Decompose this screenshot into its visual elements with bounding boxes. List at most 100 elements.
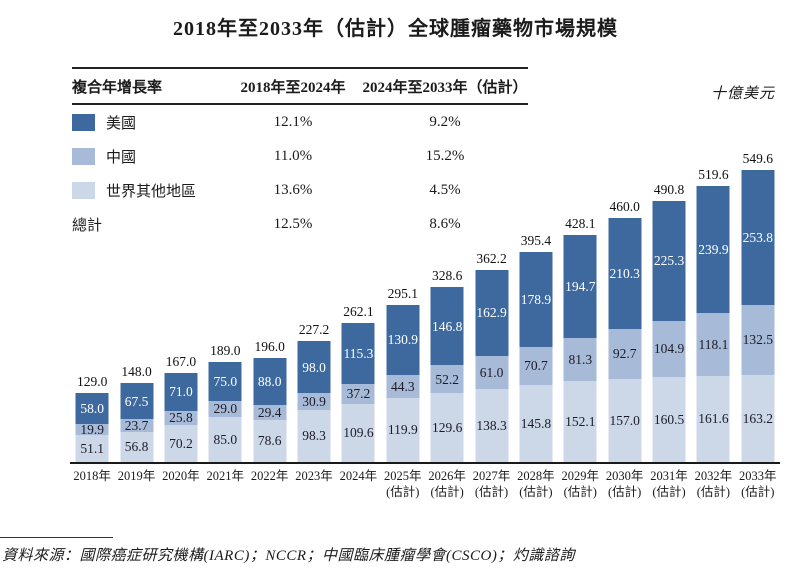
bar-segment-china: 23.7	[120, 419, 154, 432]
bar-column-2026年: 328.6 146.8 52.2 129.6	[425, 150, 469, 462]
x-axis-labels: 2018年 2019年 2020年 2021年 2022年 2023年 2024年 2025年…	[70, 469, 780, 500]
stacked-bar: 428.1 194.7 81.3 152.1	[563, 216, 597, 462]
bar-column-2022年: 196.0 88.0 29.4 78.6	[248, 150, 292, 462]
x-axis-tick-label: 2029年 (估計)	[561, 469, 600, 499]
x-axis-tick-label: 2032年 (估計)	[694, 469, 733, 499]
total-value-label: 549.6	[742, 151, 773, 166]
bar-segment-row: 138.3	[475, 388, 509, 462]
bar-segment-row: 51.1	[75, 434, 109, 462]
bar-segment-us: 225.3	[652, 201, 686, 321]
stacked-bar: 460.0 210.3 92.7 157.0	[608, 199, 642, 462]
bar-column-2031年: 490.8 225.3 104.9 160.5	[647, 150, 691, 462]
cagr-value-2024-2033: 9.2%	[429, 113, 461, 130]
total-value-label: 362.2	[476, 250, 507, 266]
bar-segment-row: 70.2	[164, 424, 198, 462]
legend-entry: 美國	[72, 112, 224, 133]
bar-segment-row: 109.6	[341, 403, 375, 462]
x-axis-tick-label: 2019年	[117, 469, 156, 483]
bar-column-2018年: 129.0 58.0 19.9 51.1	[70, 150, 114, 462]
bar-segment-us: 194.7	[563, 234, 597, 338]
cagr-value-2024-2033: 15.2%	[425, 147, 465, 164]
bar-segment-china: 61.0	[475, 356, 509, 389]
bar-column-2025年: 295.1 130.9 44.3 119.9	[381, 150, 425, 462]
bar-column-2021年: 189.0 75.0 29.0 85.0	[203, 150, 247, 462]
bar-segment-row: 78.6	[253, 420, 287, 462]
bar-segment-us: 130.9	[386, 305, 420, 375]
bar-column-2028年: 395.4 178.9 70.7 145.8	[514, 150, 558, 462]
total-value-label: 167.0	[165, 354, 197, 370]
stacked-bar: 167.0 71.0 25.8 70.2	[164, 354, 198, 462]
bar-segment-china: 81.3	[563, 338, 597, 382]
bar-segment-us: 210.3	[608, 217, 642, 330]
x-axis-tick-label: 2025年 (估計)	[384, 469, 422, 499]
legend-label: 世界其他地區	[106, 183, 197, 200]
bar-segment-row: 129.6	[430, 393, 464, 462]
bar-segment-row: 152.1	[563, 381, 597, 462]
total-value-label: 428.1	[565, 215, 596, 231]
stacked-bar: 189.0 75.0 29.0 85.0	[208, 343, 242, 462]
stacked-bar-chart: 129.0 58.0 19.9 51.1 148.0 67.5 23.7 56.8 167.0 7…	[70, 150, 780, 500]
cagr-row-2: 中國 11.0% 15.2%	[72, 139, 528, 173]
bar-segment-china: 44.3	[386, 374, 420, 399]
stacked-bar: 519.6 239.9 118.1 161.6	[696, 167, 730, 462]
stacked-bar: 362.2 162.9 61.0 138.3	[475, 251, 509, 462]
bar-column-2033年: 549.6 253.8 132.5 163.2	[736, 150, 780, 462]
bar-segment-us: 253.8	[741, 170, 775, 305]
total-value-label: 395.4	[520, 232, 552, 248]
cagr-header-metric: 複合年增長率	[72, 80, 163, 96]
bar-segment-china: 29.4	[253, 404, 287, 421]
bar-segment-china: 104.9	[652, 320, 686, 377]
bar-segment-row: 56.8	[120, 431, 154, 462]
legend-label: 中國	[106, 149, 137, 166]
x-axis-tick-label: 2027年 (估計)	[472, 469, 511, 499]
bar-column-2024年: 262.1 115.3 37.2 109.6	[336, 150, 380, 462]
bar-column-2032年: 519.6 239.9 118.1 161.6	[691, 150, 735, 462]
total-value-label: 189.0	[210, 342, 241, 358]
bar-column-2023年: 227.2 98.0 30.9 98.3	[292, 150, 336, 462]
bar-segment-us: 146.8	[430, 287, 464, 366]
legend-swatch	[72, 113, 95, 131]
x-axis-tick-label: 2021年	[206, 469, 245, 483]
cagr-row-4: 總計 12.5% 8.6%	[72, 207, 528, 241]
bar-segment-china: 30.9	[297, 393, 331, 410]
x-axis-tick-label: 2024年	[339, 469, 378, 483]
bar-segment-china: 29.0	[208, 401, 242, 417]
total-value-label: 227.2	[298, 322, 330, 338]
legend-label: 美國	[106, 115, 137, 132]
cagr-value-2024-2033: 8.6%	[429, 215, 461, 232]
bar-segment-china: 92.7	[608, 329, 642, 379]
total-value-label: 490.8	[653, 182, 685, 198]
bar-segment-china: 52.2	[430, 365, 464, 394]
bar-segment-china: 70.7	[519, 346, 553, 385]
bar-segment-china: 118.1	[696, 313, 730, 377]
stacked-bar: 148.0 67.5 23.7 56.8	[120, 364, 154, 462]
legend-entry: 世界其他地區	[72, 180, 224, 201]
x-axis-tick-label: 2018年	[73, 469, 111, 483]
bar-segment-us: 178.9	[519, 251, 553, 347]
bar-segment-us: 115.3	[341, 322, 375, 384]
bar-column-2020年: 167.0 71.0 25.8 70.2	[159, 150, 203, 462]
cagr-value-2018-2024: 13.6%	[273, 181, 313, 198]
stacked-bar: 262.1 115.3 37.2 109.6	[341, 304, 375, 462]
cagr-value-2018-2024: 11.0%	[273, 147, 313, 164]
bar-segment-us: 71.0	[164, 373, 198, 411]
x-axis-tick-label: 2028年 (估計)	[517, 469, 555, 499]
x-axis-tick-label: 2030年 (估計)	[605, 469, 644, 499]
stacked-bar: 328.6 146.8 52.2 129.6	[430, 268, 464, 462]
cagr-table-body: 美國 12.1% 9.2% 中國 11.0% 15.2% 世界其他地區 13.6% 4.5% 總計…	[72, 105, 528, 241]
bar-segment-us: 239.9	[696, 185, 730, 314]
chart-title: 2018年至2033年（估計）全球腫瘤藥物市場規模	[173, 18, 618, 40]
bar-column-2027年: 362.2 162.9 61.0 138.3	[469, 150, 513, 462]
stacked-bar: 129.0 58.0 19.9 51.1	[75, 374, 109, 462]
bar-segment-china: 19.9	[75, 423, 109, 436]
stacked-bar: 227.2 98.0 30.9 98.3	[297, 322, 331, 462]
bar-segment-us: 98.0	[297, 341, 331, 394]
chart-plot-area: 129.0 58.0 19.9 51.1 148.0 67.5 23.7 56.8 167.0 7…	[70, 150, 780, 464]
bar-segment-us: 58.0	[75, 393, 109, 425]
cagr-value-2018-2024: 12.5%	[273, 215, 313, 232]
x-axis-tick-label: 2031年 (估計)	[650, 469, 688, 499]
cagr-row-1: 美國 12.1% 9.2%	[72, 105, 528, 139]
total-value-label: 460.0	[609, 198, 640, 214]
x-axis-tick-label: 2026年 (估計)	[428, 469, 466, 499]
